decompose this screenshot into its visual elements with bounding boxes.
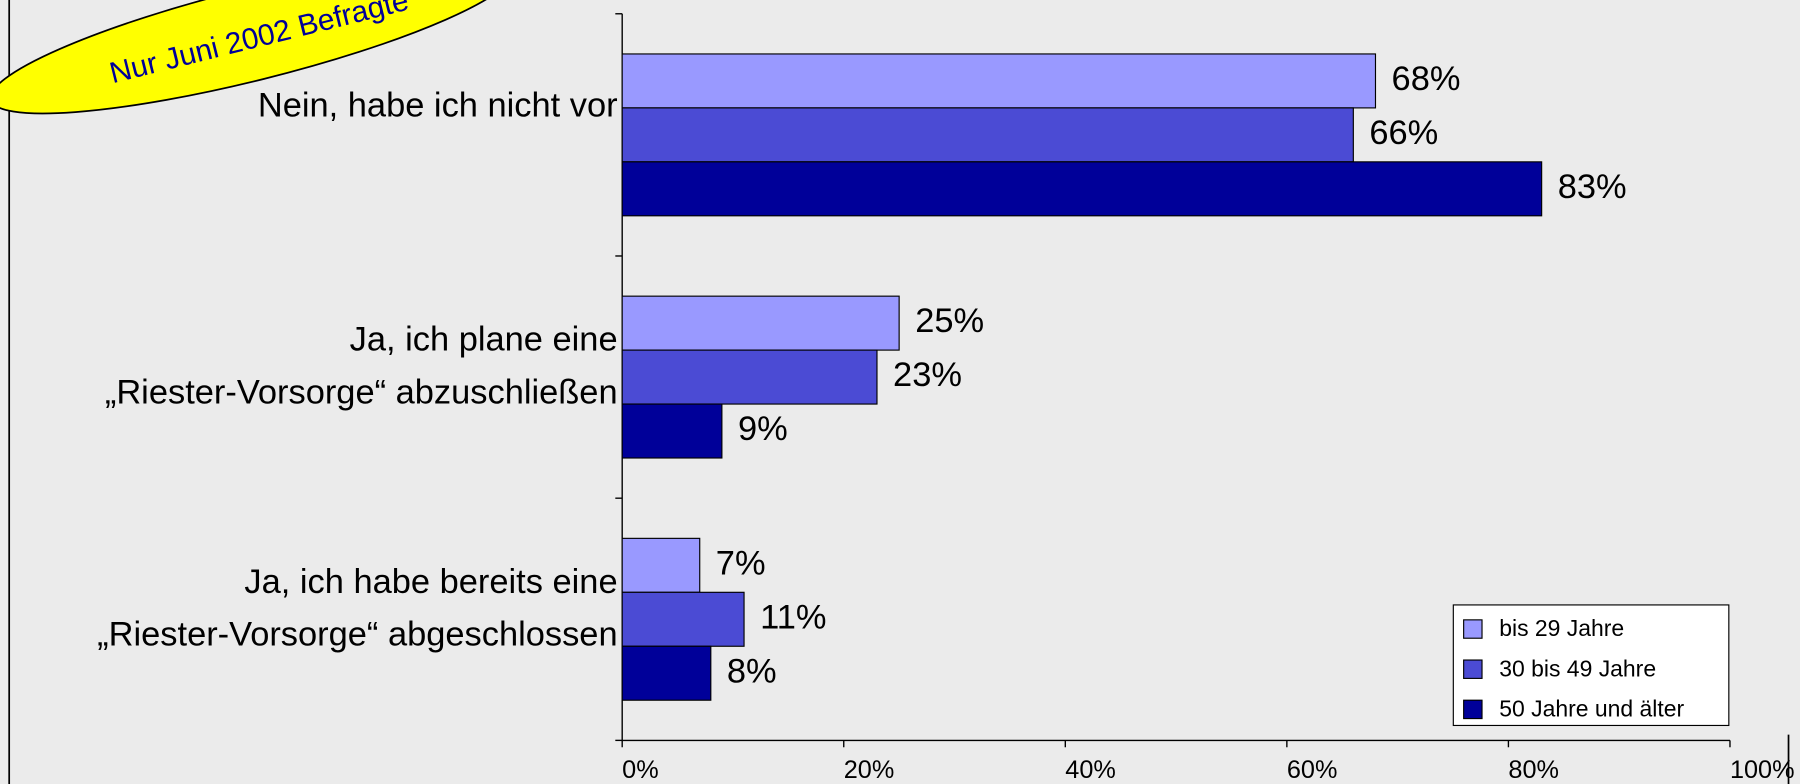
legend-box [1452,604,1730,727]
bar [621,53,1377,109]
bar [621,295,900,351]
bar [621,161,1543,217]
value-label: 66% [1369,114,1438,152]
bar [621,537,701,593]
x-tick-label: 100% [1730,756,1795,784]
value-label: 23% [893,356,962,394]
category-label: „Riester-Vorsorge“ abzuschließen [105,373,618,411]
legend-label: 30 bis 49 Jahre [1499,655,1656,681]
value-label: 83% [1558,168,1627,206]
legend-swatch [1463,699,1483,720]
legend-label: bis 29 Jahre [1499,615,1624,641]
bar [621,403,723,459]
x-tick-label: 0% [622,756,659,784]
value-label: 68% [1392,60,1461,98]
category-label: „Riester-Vorsorge“ abgeschlossen [97,616,617,654]
x-tick-label: 80% [1508,756,1559,784]
category-label: Ja, ich plane eine [350,321,618,359]
bar [621,645,712,701]
value-label: 25% [915,302,984,340]
bar [621,349,878,405]
legend-swatch [1463,659,1483,679]
badge-shape [0,0,516,115]
category-label: Ja, ich habe bereits eine [244,563,617,601]
x-tick-label: 40% [1065,756,1116,784]
value-label: 9% [738,410,788,448]
x-tick-label: 60% [1287,756,1338,784]
bar [621,107,1354,163]
x-tick-label: 20% [844,756,895,784]
legend-swatch [1463,619,1483,639]
value-label: 8% [727,652,777,690]
legend-label: 50 Jahre und älter [1499,696,1684,722]
value-label: 7% [716,544,766,582]
value-label: 11% [760,598,826,636]
bar [621,591,745,647]
category-label: Nein, habe ich nicht vor [258,86,618,124]
